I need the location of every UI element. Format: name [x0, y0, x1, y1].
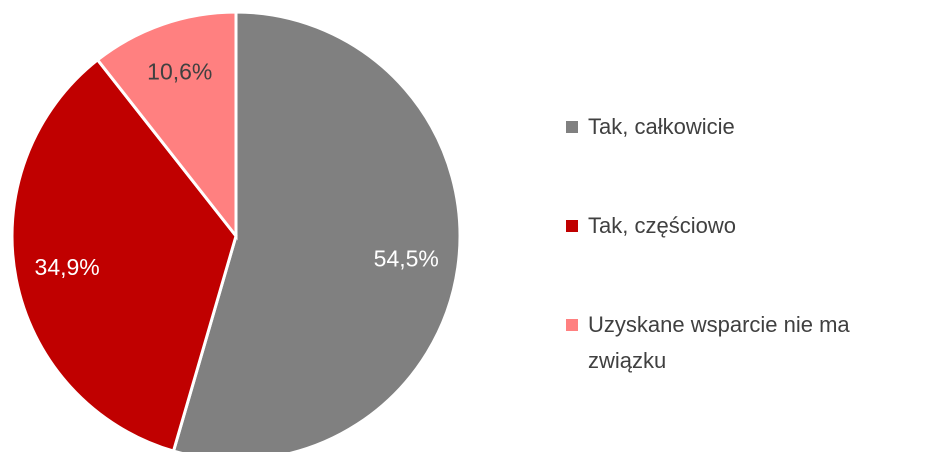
pie-slice	[171, 10, 462, 452]
pie-slice	[10, 57, 238, 452]
data-label: 10,6%	[147, 59, 212, 85]
legend-label: Uzyskane wsparcie nie ma związku	[588, 312, 850, 373]
legend-label: Tak, częściowo	[588, 213, 736, 238]
legend-item: Tak, częściowo	[566, 208, 736, 244]
legend-swatch	[566, 220, 578, 232]
legend-swatch	[566, 319, 578, 331]
pie-area: 54,5% 34,9% 10,6%	[10, 10, 462, 452]
data-label: 54,5%	[374, 245, 439, 271]
data-label: 34,9%	[35, 254, 100, 280]
legend-item: Tak, całkowicie	[566, 109, 735, 145]
legend-swatch	[566, 121, 578, 133]
legend-item: Uzyskane wsparcie nie ma związku	[566, 307, 908, 379]
legend: Tak, całkowicie Tak, częściowo Uzyskane ws…	[566, 0, 916, 452]
pie-slice	[95, 10, 238, 241]
legend-label: Tak, całkowicie	[588, 114, 735, 139]
